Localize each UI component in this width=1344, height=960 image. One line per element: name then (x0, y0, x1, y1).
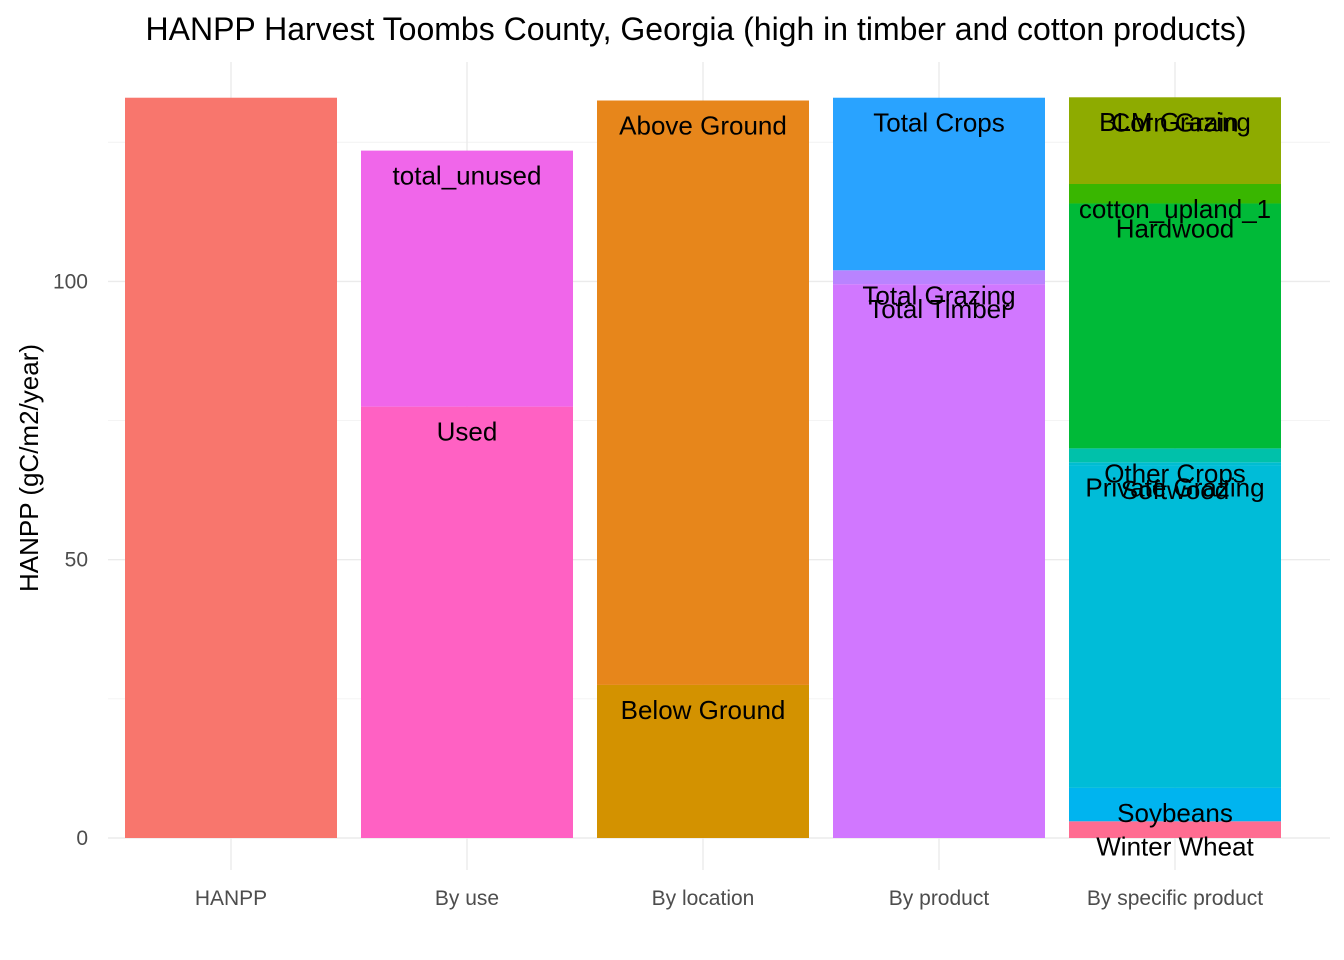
y-axis-ticks: 0 50 100 (53, 270, 88, 850)
y-axis-label: HANPP (gC/m2/year) (14, 344, 44, 592)
segment-label-private-grazing: Private Grazing (1085, 472, 1264, 502)
bar-segment-total-unused (361, 150, 573, 407)
segment-label-hardwood: Hardwood (1116, 213, 1235, 243)
segment-labels: Used total_unused Below Ground Above Ground… (393, 107, 1272, 861)
bar-segment-total-timber (833, 284, 1045, 839)
segment-label-blm-grazing: BLM Grazing (1099, 107, 1251, 137)
y-tick-label: 0 (76, 827, 88, 850)
segment-label-used: Used (437, 417, 498, 447)
segment-label-winter-wheat: Winter Wheat (1096, 831, 1254, 861)
bar-segment-cotton-upland-1 (1069, 183, 1281, 204)
bar-segment-soybeans (1069, 787, 1281, 822)
segment-label-softwood: Softwood (1121, 475, 1229, 505)
segment-label-total-unused: total_unused (393, 161, 542, 191)
y-tick-label: 50 (65, 549, 88, 572)
bar-segment-used (361, 406, 573, 838)
bar-segment-total-grazing (833, 270, 1045, 285)
segment-label-total-grazing: Total Grazing (862, 280, 1015, 310)
segment-label-other-crops: Other Crops (1104, 458, 1246, 488)
segment-label-below-ground: Below Ground (621, 695, 786, 725)
segment-label-total-crops: Total Crops (873, 108, 1005, 138)
bar-segment-hardwood (1069, 203, 1281, 449)
x-tick-label-by-use: By use (435, 887, 499, 910)
chart-title: HANPP Harvest Toombs County, Georgia (hi… (146, 11, 1247, 47)
bar-segment-below-ground (597, 684, 809, 838)
bar-segment-private-grazing (1069, 462, 1281, 466)
y-tick-label: 100 (53, 270, 88, 293)
x-tick-label-hanpp: HANPP (195, 887, 267, 910)
segment-label-corn-grain: Corn Grain (1111, 108, 1238, 138)
segment-label-cotton-upland-1: cotton_upland_1 (1079, 194, 1271, 224)
x-tick-label-by-specific-product: By specific product (1087, 887, 1263, 910)
bar-stacks (125, 97, 1281, 839)
bar-segment-other-crops (1069, 448, 1281, 463)
bar-segment-above-ground (597, 100, 809, 685)
x-tick-label-by-product: By product (889, 887, 990, 910)
bar-segment-softwood (1069, 465, 1281, 788)
x-tick-label-by-location: By location (652, 887, 755, 910)
bar-segment-hanpp (125, 97, 337, 839)
bar-segment-corn-grain (1069, 97, 1281, 184)
segment-label-soybeans: Soybeans (1117, 798, 1233, 828)
segment-label-total-timber: Total Timber (868, 294, 1010, 324)
bar-segment-blm-grazing (1069, 97, 1281, 98)
segment-label-above-ground: Above Ground (619, 111, 787, 141)
x-axis-ticks: HANPP By use By location By product By speci… (195, 887, 1263, 910)
bar-segment-total-crops (833, 97, 1045, 271)
bar-segment-winter-wheat (1069, 821, 1281, 838)
